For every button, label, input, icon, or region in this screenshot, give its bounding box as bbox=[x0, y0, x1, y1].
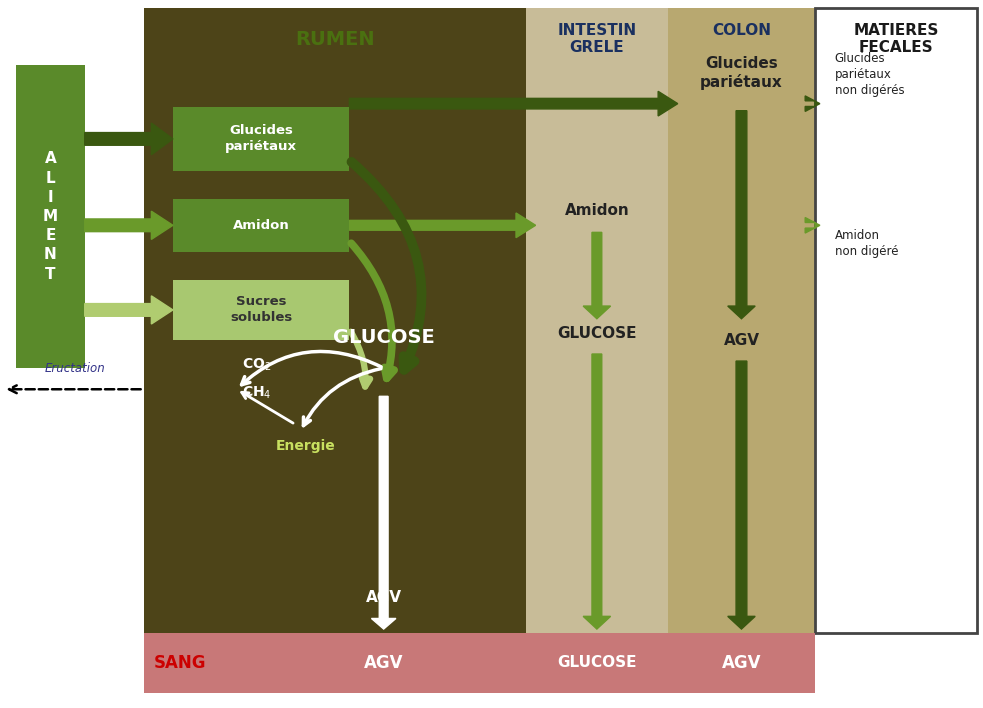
Text: AGV: AGV bbox=[366, 590, 402, 605]
FancyArrow shape bbox=[583, 354, 610, 629]
Text: Energie: Energie bbox=[275, 439, 335, 452]
Bar bbox=[526, 8, 667, 692]
FancyArrow shape bbox=[727, 110, 755, 319]
Text: Eructation: Eructation bbox=[44, 362, 105, 375]
Bar bbox=[173, 107, 349, 171]
Bar bbox=[144, 8, 526, 692]
Bar bbox=[144, 632, 815, 692]
FancyArrow shape bbox=[805, 217, 820, 233]
Text: Amidon
non digéré: Amidon non digéré bbox=[835, 229, 898, 258]
FancyArrow shape bbox=[85, 123, 173, 155]
Text: AGV: AGV bbox=[723, 333, 760, 348]
Text: AGV: AGV bbox=[722, 653, 761, 671]
Text: A
L
I
M
E
N
T: A L I M E N T bbox=[43, 152, 58, 282]
FancyArrow shape bbox=[583, 232, 610, 319]
Text: Sucres
solubles: Sucres solubles bbox=[230, 295, 292, 324]
Text: RUMEN: RUMEN bbox=[295, 30, 375, 49]
Bar bbox=[173, 199, 349, 252]
Text: SANG: SANG bbox=[153, 653, 205, 671]
Text: COLON: COLON bbox=[712, 23, 771, 38]
Text: CO$_2$: CO$_2$ bbox=[242, 356, 271, 373]
Text: Glucides
pariétaux
non digérés: Glucides pariétaux non digérés bbox=[835, 52, 904, 96]
Text: Glucides
pariétaux: Glucides pariétaux bbox=[700, 56, 782, 89]
Bar bbox=[16, 65, 85, 368]
FancyArrow shape bbox=[85, 211, 173, 239]
Text: GLUCOSE: GLUCOSE bbox=[333, 328, 434, 347]
FancyArrow shape bbox=[372, 396, 396, 629]
Text: Amidon: Amidon bbox=[233, 219, 290, 232]
Text: Glucides
pariétaux: Glucides pariétaux bbox=[225, 125, 297, 154]
Text: GLUCOSE: GLUCOSE bbox=[557, 326, 637, 341]
FancyArrow shape bbox=[727, 361, 755, 629]
Text: GLUCOSE: GLUCOSE bbox=[557, 655, 637, 670]
FancyArrow shape bbox=[349, 213, 536, 238]
Text: CH$_4$: CH$_4$ bbox=[242, 384, 271, 401]
Bar bbox=[815, 8, 977, 632]
Bar bbox=[667, 8, 815, 692]
FancyArrow shape bbox=[85, 296, 173, 324]
Text: Amidon: Amidon bbox=[564, 203, 629, 218]
FancyArrow shape bbox=[349, 91, 677, 116]
Bar bbox=[173, 280, 349, 340]
FancyArrow shape bbox=[805, 96, 820, 111]
Text: AGV: AGV bbox=[364, 653, 403, 671]
Text: INTESTIN
GRELE: INTESTIN GRELE bbox=[557, 23, 636, 55]
Text: MATIERES
FECALES: MATIERES FECALES bbox=[853, 23, 939, 55]
